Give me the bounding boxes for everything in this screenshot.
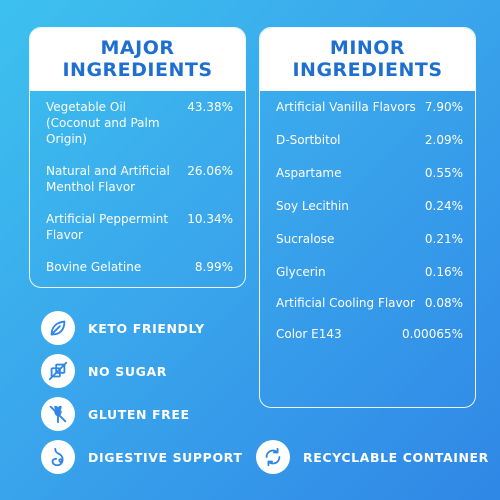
ingredient-row: Artificial Peppermint Flavor 10.34%: [46, 211, 233, 243]
ingredient-percent: 7.90%: [424, 100, 463, 114]
digestive-support-badge: DIGESTIVE SUPPORT: [41, 440, 242, 474]
keto-friendly-badge: KETO FRIENDLY: [41, 311, 205, 345]
badge-label: RECYCLABLE CONTAINER: [303, 449, 489, 465]
minor-ingredients-header: MINOR INGREDIENTS: [260, 28, 475, 91]
ingredient-row: Artificial Vanilla Flavors 7.90%: [276, 99, 463, 115]
ingredient-row: Color E143 0.00065%: [276, 326, 463, 342]
ingredient-name: Aspartame: [276, 166, 342, 180]
ingredient-percent: 0.08%: [424, 296, 463, 310]
ingredient-percent: 0.21%: [424, 232, 463, 246]
major-title-line1: MAJOR: [100, 37, 175, 59]
ingredient-row: Bovine Gelatine 8.99%: [46, 259, 233, 275]
ingredient-row: Sucralose 0.21%: [276, 231, 463, 247]
no-sugar-badge: NO SUGAR: [41, 354, 167, 388]
ingredient-name: Artificial Peppermint Flavor: [46, 212, 169, 242]
ingredient-percent: 43.38%: [187, 100, 233, 114]
ingredient-name: Natural and Artificial Menthol Flavor: [46, 164, 170, 194]
minor-ingredients-list: Artificial Vanilla Flavors 7.90% D-Sortb…: [260, 91, 475, 342]
major-title-line2: INGREDIENTS: [62, 59, 213, 81]
ingredient-name: Bovine Gelatine: [46, 260, 142, 274]
leaf-icon: [41, 311, 75, 345]
ingredient-name: Artificial Vanilla Flavors: [276, 100, 416, 114]
ingredient-name: Color E143: [276, 327, 342, 341]
ingredient-percent: 0.24%: [424, 199, 463, 213]
ingredient-name: Artificial Cooling Flavor: [276, 296, 415, 310]
badge-label: KETO FRIENDLY: [88, 320, 205, 336]
major-ingredients-list: Vegetable Oil (Coconut and Palm Origin) …: [30, 91, 245, 275]
ingredient-row: Natural and Artificial Menthol Flavor 26…: [46, 163, 233, 195]
gluten-free-badge: GLUTEN FREE: [41, 397, 190, 431]
ingredient-name: Soy Lecithin: [276, 199, 349, 213]
ingredient-row: Aspartame 0.55%: [276, 165, 463, 181]
ingredient-name: D-Sortbitol: [276, 133, 341, 147]
ingredient-percent: 0.55%: [424, 166, 463, 180]
ingredient-percent: 0.16%: [424, 265, 463, 279]
major-ingredients-header: MAJOR INGREDIENTS: [30, 28, 245, 91]
recycle-icon: [256, 440, 290, 474]
badge-label: DIGESTIVE SUPPORT: [88, 449, 243, 465]
ingredient-percent: 26.06%: [187, 164, 233, 178]
no-sugar-icon: [41, 354, 75, 388]
digestive-icon: [41, 440, 75, 474]
badge-label: GLUTEN FREE: [88, 406, 190, 422]
badge-label: NO SUGAR: [88, 363, 167, 379]
ingredient-row: Vegetable Oil (Coconut and Palm Origin) …: [46, 99, 233, 147]
ingredient-name: Vegetable Oil (Coconut and Palm Origin): [46, 100, 160, 146]
minor-ingredients-card: MINOR INGREDIENTS Artificial Vanilla Fla…: [259, 27, 476, 408]
ingredient-row: Glycerin 0.16%: [276, 264, 463, 280]
ingredient-row: D-Sortbitol 2.09%: [276, 132, 463, 148]
minor-title-line1: MINOR: [329, 37, 406, 59]
gluten-free-icon: [41, 397, 75, 431]
ingredient-percent: 2.09%: [424, 133, 463, 147]
ingredient-name: Glycerin: [276, 265, 326, 279]
ingredient-row: Artificial Cooling Flavor 0.08%: [276, 295, 463, 311]
ingredient-percent: 10.34%: [187, 212, 233, 226]
recyclable-container-badge: RECYCLABLE CONTAINER: [256, 440, 489, 474]
ingredient-percent: 8.99%: [194, 260, 233, 274]
minor-title-line2: INGREDIENTS: [292, 59, 443, 81]
ingredient-row: Soy Lecithin 0.24%: [276, 198, 463, 214]
major-ingredients-card: MAJOR INGREDIENTS Vegetable Oil (Coconut…: [29, 27, 246, 288]
ingredient-percent: 0.00065%: [401, 327, 463, 341]
ingredient-name: Sucralose: [276, 232, 335, 246]
